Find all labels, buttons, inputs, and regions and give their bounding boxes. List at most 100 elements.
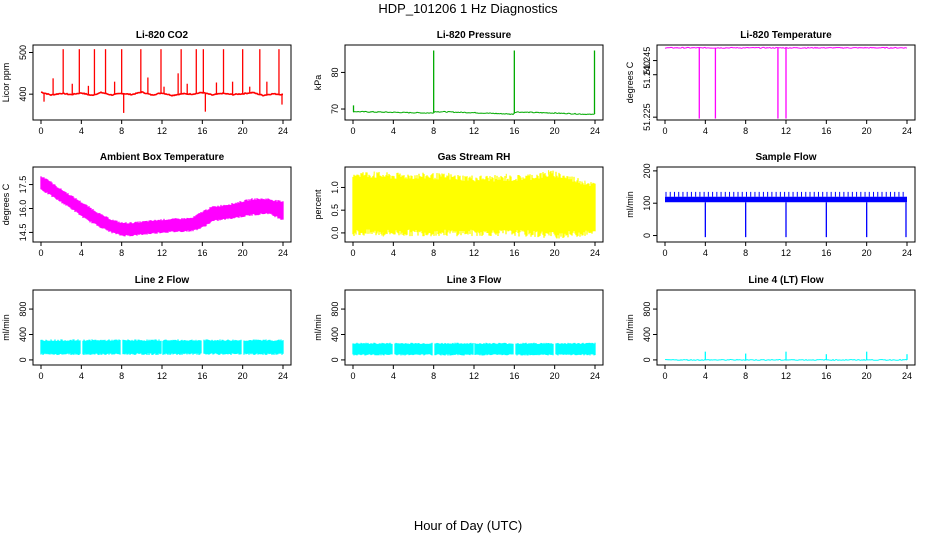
x-tick-label: 16 (197, 371, 207, 381)
y-axis-label: percent (313, 189, 323, 220)
x-tick-label: 16 (197, 248, 207, 258)
x-tick-label: 4 (79, 248, 84, 258)
y-tick-label: 500 (18, 45, 28, 60)
x-tick-label: 8 (119, 126, 124, 136)
y-axis-label: Licor ppm (1, 63, 11, 103)
y-axis-label: kPa (313, 75, 323, 91)
panel-title: Gas Stream RH (438, 152, 511, 163)
x-tick-label: 24 (902, 126, 912, 136)
x-tick-label: 16 (509, 371, 519, 381)
data-line (664, 46, 908, 49)
x-tick-label: 4 (703, 126, 708, 136)
x-tick-label: 12 (781, 371, 791, 381)
y-tick-label: 0 (330, 357, 340, 362)
x-tick-label: 0 (662, 371, 667, 381)
x-tick-label: 0 (350, 371, 355, 381)
y-axis-label: degrees C (1, 183, 11, 225)
shared-x-axis-label: Hour of Day (UTC) (413, 518, 523, 533)
panel-9: Line 4 (LT) Flow 0 4 8 12 16 20 24 0 400 800 ml/min (625, 275, 916, 381)
y-tick-label: 0.0 (330, 227, 340, 240)
x-tick-label: 24 (278, 248, 288, 258)
y-tick-label: 1.0 (330, 181, 340, 194)
x-tick-label: 16 (821, 371, 831, 381)
panel-8: Line 3 Flow 0 4 8 12 16 20 24 0 400 800 ml/min (313, 275, 604, 381)
plot-frame (32, 44, 292, 121)
x-tick-label: 16 (197, 126, 207, 136)
y-tick-label: 400 (18, 327, 28, 342)
x-tick-label: 20 (862, 126, 872, 136)
y-tick-label: 70 (330, 104, 340, 114)
panel-title: Line 4 (LT) Flow (748, 275, 824, 286)
panel-title: Li-820 Temperature (740, 30, 832, 41)
data-line (352, 110, 596, 116)
x-tick-label: 20 (862, 248, 872, 258)
x-tick-label: 12 (781, 248, 791, 258)
x-tick-label: 0 (350, 126, 355, 136)
plot-area (40, 339, 284, 356)
panel-title: Sample Flow (755, 152, 816, 163)
y-tick-label: 800 (642, 302, 652, 317)
x-tick-label: 8 (119, 248, 124, 258)
panel-title: Li-820 CO2 (136, 30, 189, 41)
panel-5: Gas Stream RH 0 4 8 12 16 20 24 0.0 0.5 1.0 percent (313, 152, 604, 258)
x-tick-label: 4 (79, 126, 84, 136)
plot-area (352, 170, 596, 239)
x-tick-label: 16 (509, 248, 519, 258)
y-tick-label: 0 (642, 357, 652, 362)
x-tick-label: 0 (662, 126, 667, 136)
y-tick-label: 16.0 (18, 200, 28, 218)
x-tick-label: 0 (350, 248, 355, 258)
main-title: HDP_101206 1 Hz Diagnostics (378, 1, 558, 16)
y-axis-label: ml/min (1, 314, 11, 341)
x-tick-label: 20 (238, 248, 248, 258)
x-tick-label: 8 (119, 371, 124, 381)
x-tick-label: 24 (278, 371, 288, 381)
y-tick-label: 400 (642, 327, 652, 342)
y-tick-label: 0 (642, 233, 652, 238)
panel-2: Li-820 Pressure 0 4 8 12 16 20 24 70 80 kPa (313, 30, 604, 136)
x-tick-label: 16 (821, 248, 831, 258)
y-tick-label: 0.5 (330, 204, 340, 217)
x-tick-label: 4 (703, 371, 708, 381)
y-axis-label: ml/min (625, 314, 635, 341)
panel-6: Sample Flow 0 4 8 12 16 20 24 0 100 200 ml/min (625, 152, 916, 258)
plot-frame (344, 44, 604, 121)
y-tick-label: 800 (18, 302, 28, 317)
x-tick-label: 12 (469, 126, 479, 136)
x-tick-label: 4 (703, 248, 708, 258)
y-axis-label: degrees C (625, 61, 635, 103)
x-tick-label: 12 (157, 248, 167, 258)
y-axis-label: ml/min (625, 191, 635, 218)
panel-1: Li-820 CO2 0 4 8 12 16 20 24 400 500 Licor ppm (1, 30, 292, 136)
data-band (665, 196, 907, 203)
y-tick-label: 0 (18, 357, 28, 362)
x-tick-label: 24 (590, 248, 600, 258)
x-tick-label: 0 (38, 126, 43, 136)
plot-area (664, 46, 908, 119)
y-tick-label: 17.5 (18, 176, 28, 194)
x-tick-label: 20 (238, 126, 248, 136)
x-tick-label: 12 (157, 126, 167, 136)
x-tick-label: 12 (157, 371, 167, 381)
panel-7: Line 2 Flow 0 4 8 12 16 20 24 0 400 800 ml/min (1, 275, 292, 381)
x-tick-label: 8 (743, 371, 748, 381)
plot-area (352, 50, 596, 116)
x-tick-label: 24 (902, 371, 912, 381)
x-tick-label: 16 (821, 126, 831, 136)
x-tick-label: 8 (743, 248, 748, 258)
y-tick-label: 80 (330, 67, 340, 77)
x-tick-label: 8 (431, 371, 436, 381)
plot-area (352, 342, 596, 356)
x-tick-label: 20 (550, 371, 560, 381)
y-tick-label: 51.240 (642, 61, 652, 89)
x-tick-label: 12 (781, 126, 791, 136)
plot-area (665, 191, 907, 238)
panel-4: Ambient Box Temperature 0 4 8 12 16 20 24 14.5 16… (1, 152, 292, 258)
x-tick-label: 24 (278, 126, 288, 136)
y-tick-label: 51.245 (642, 47, 652, 75)
y-tick-label: 14.5 (18, 224, 28, 242)
x-tick-label: 20 (862, 371, 872, 381)
plot-area (664, 351, 908, 361)
x-tick-label: 8 (431, 248, 436, 258)
x-tick-label: 24 (590, 126, 600, 136)
